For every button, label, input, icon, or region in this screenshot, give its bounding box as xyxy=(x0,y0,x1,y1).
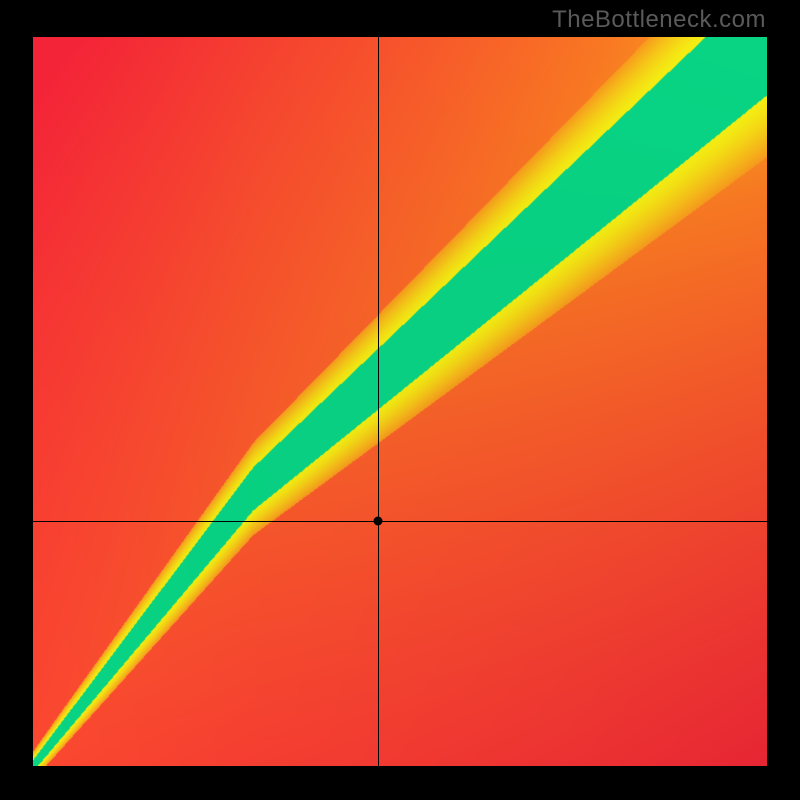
heatmap-canvas xyxy=(33,37,767,766)
frame-left xyxy=(0,0,33,800)
crosshair-horizontal xyxy=(33,521,767,522)
bottleneck-heatmap xyxy=(33,37,767,766)
frame-bottom xyxy=(0,766,800,800)
crosshair-marker-dot xyxy=(373,517,382,526)
frame-right xyxy=(767,0,800,800)
watermark-text: TheBottleneck.com xyxy=(552,6,766,34)
crosshair-vertical xyxy=(378,37,379,766)
